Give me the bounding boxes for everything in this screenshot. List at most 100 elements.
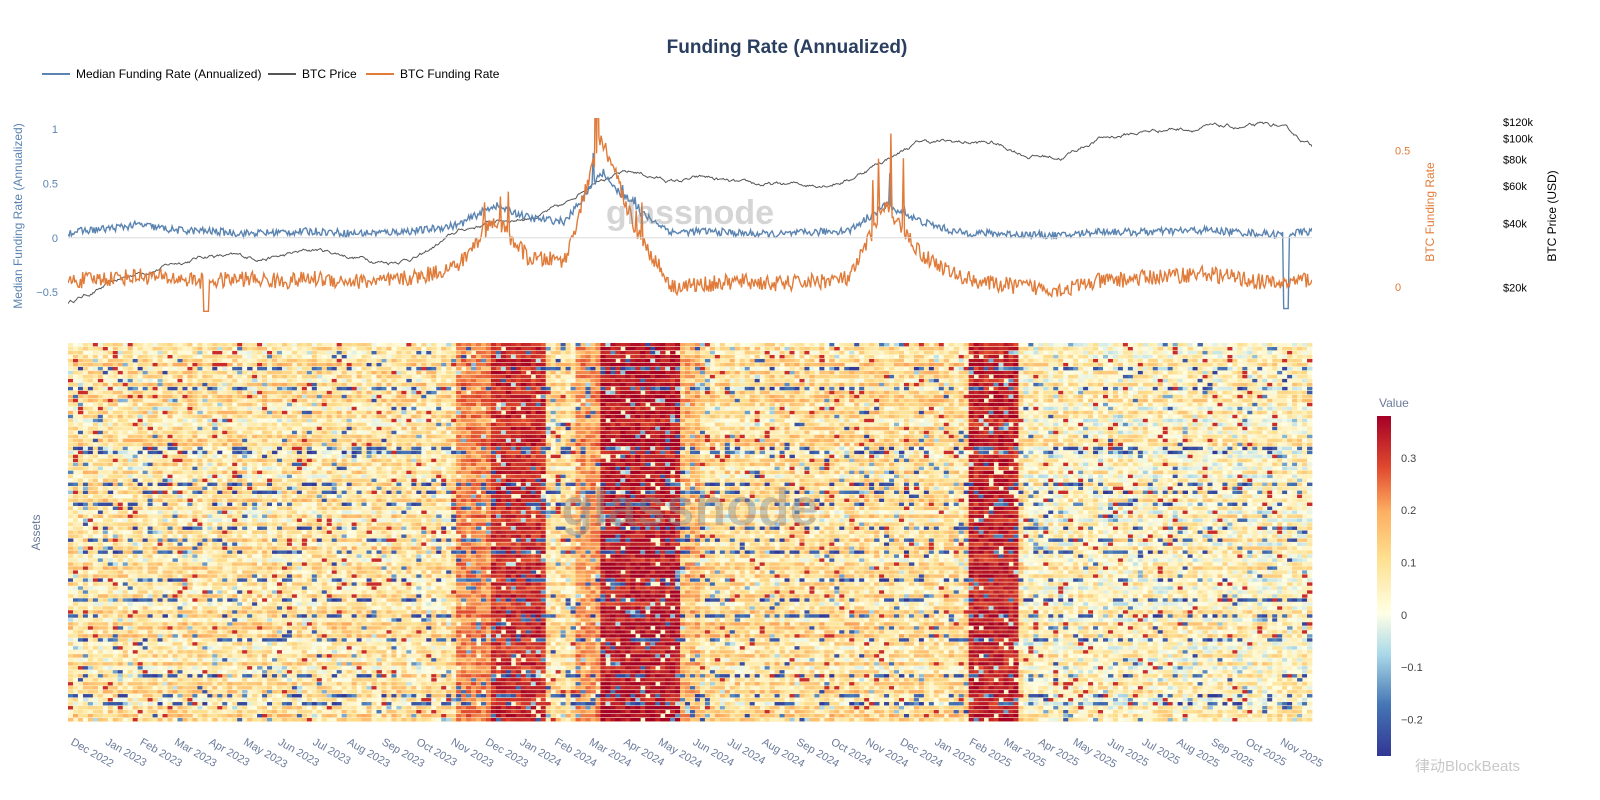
heatmap-cell xyxy=(381,350,387,355)
heatmap-cell xyxy=(844,382,850,387)
heatmap-cell xyxy=(605,398,611,403)
heatmap-cell xyxy=(1302,358,1308,363)
heatmap-cell xyxy=(784,398,790,403)
heatmap-cell xyxy=(540,374,547,379)
heatmap-cell xyxy=(774,346,780,351)
heatmap-cell xyxy=(286,386,293,391)
heatmap-cell xyxy=(635,343,641,347)
heatmap-cell xyxy=(600,390,606,395)
heatmap-cell xyxy=(1103,354,1109,359)
heatmap-cell xyxy=(530,362,537,367)
heatmap-cell xyxy=(262,410,268,415)
heatmap-cell xyxy=(137,374,144,379)
heatmap-cell xyxy=(958,394,965,399)
heatmap-cell xyxy=(794,374,800,379)
heatmap-cell xyxy=(212,394,218,399)
heatmap-cell xyxy=(1267,343,1273,347)
heatmap-cell xyxy=(182,418,188,423)
heatmap-cell xyxy=(1282,390,1288,395)
heatmap-cell xyxy=(1073,370,1079,375)
heatmap-cell xyxy=(1227,390,1233,395)
heatmap-cell xyxy=(1058,362,1064,367)
heatmap-cell xyxy=(630,410,636,415)
heatmap-cell xyxy=(351,394,358,399)
heatmap-cell xyxy=(560,350,566,355)
heatmap-cell xyxy=(416,366,422,371)
heatmap-cell xyxy=(734,370,741,375)
heatmap-cell xyxy=(476,366,482,371)
heatmap-cell xyxy=(1197,386,1203,391)
heatmap-cell xyxy=(495,343,502,347)
heatmap-cell xyxy=(356,382,362,387)
heatmap-cell xyxy=(72,386,79,391)
heatmap-cell xyxy=(694,366,701,371)
heatmap-cell xyxy=(182,402,188,407)
heatmap-cell xyxy=(421,390,427,395)
heatmap-cell xyxy=(744,410,751,415)
legend-label-0[interactable]: Median Funding Rate (Annualized) xyxy=(76,67,261,81)
heatmap-cell xyxy=(291,386,298,391)
legend-label-2[interactable]: BTC Funding Rate xyxy=(400,67,500,81)
heatmap-cell xyxy=(157,418,163,423)
heatmap-cell xyxy=(550,354,557,359)
heatmap-cell xyxy=(1262,366,1268,371)
heatmap-cell xyxy=(321,414,328,419)
heatmap-cell xyxy=(222,366,228,371)
heatmap-cell xyxy=(117,410,124,415)
heatmap-cell xyxy=(152,370,158,375)
heatmap-cell xyxy=(958,402,965,407)
heatmap-cell xyxy=(112,382,119,387)
heatmap-cell xyxy=(1267,370,1273,375)
heatmap-cell xyxy=(729,354,736,359)
heatmap-cell xyxy=(545,343,552,347)
heatmap-cell xyxy=(232,406,238,411)
heatmap-cell xyxy=(406,398,412,403)
heatmap-cell xyxy=(635,422,641,427)
heatmap-cell xyxy=(436,398,442,403)
heatmap-cell xyxy=(286,378,293,383)
heatmap-cell xyxy=(212,398,218,403)
heatmap-cell xyxy=(600,366,606,371)
heatmap-cell xyxy=(605,414,611,419)
heatmap-cell xyxy=(291,406,298,411)
heatmap-cell xyxy=(1078,354,1084,359)
heatmap-cell xyxy=(933,414,940,419)
heatmap-cell xyxy=(476,402,482,407)
heatmap-cell xyxy=(1093,374,1099,379)
heatmap-cell xyxy=(172,410,178,415)
heatmap-cell xyxy=(1033,378,1039,383)
heatmap-cell xyxy=(1008,358,1014,363)
heatmap-cell xyxy=(595,394,601,399)
heatmap-cell xyxy=(675,370,681,375)
heatmap-cell xyxy=(854,350,860,355)
heatmap-cell xyxy=(739,410,746,415)
heatmap-cell xyxy=(869,386,875,391)
heatmap-cell xyxy=(1127,358,1134,363)
heatmap-cell xyxy=(296,374,303,379)
heatmap-cell xyxy=(162,402,168,407)
heatmap-cell xyxy=(625,378,631,383)
heatmap-cell xyxy=(998,350,1004,355)
heatmap-cell xyxy=(326,406,333,411)
heatmap-cell xyxy=(839,382,845,387)
heatmap-cell xyxy=(545,346,552,351)
heatmap-cell xyxy=(1028,374,1034,379)
heatmap-cell xyxy=(1048,346,1054,351)
heatmap-cell xyxy=(1137,414,1144,419)
heatmap-cell xyxy=(137,350,144,355)
heatmap-cell xyxy=(1058,402,1064,407)
heatmap-cell xyxy=(1068,343,1074,347)
heatmap-cell xyxy=(1003,390,1009,395)
heatmap-cell xyxy=(142,370,149,375)
heatmap-cell xyxy=(749,394,756,399)
heatmap-cell xyxy=(77,370,84,375)
heatmap-cell xyxy=(903,394,910,399)
heatmap-cell xyxy=(615,398,621,403)
heatmap-cell xyxy=(316,382,323,387)
heatmap-cell xyxy=(301,374,308,379)
legend[interactable]: Median Funding Rate (Annualized) BTC Pric… xyxy=(42,67,500,81)
legend-label-1[interactable]: BTC Price xyxy=(302,67,357,81)
heatmap-cell xyxy=(177,354,183,359)
heatmap-cell xyxy=(336,378,343,383)
heatmap-cell xyxy=(361,366,367,371)
